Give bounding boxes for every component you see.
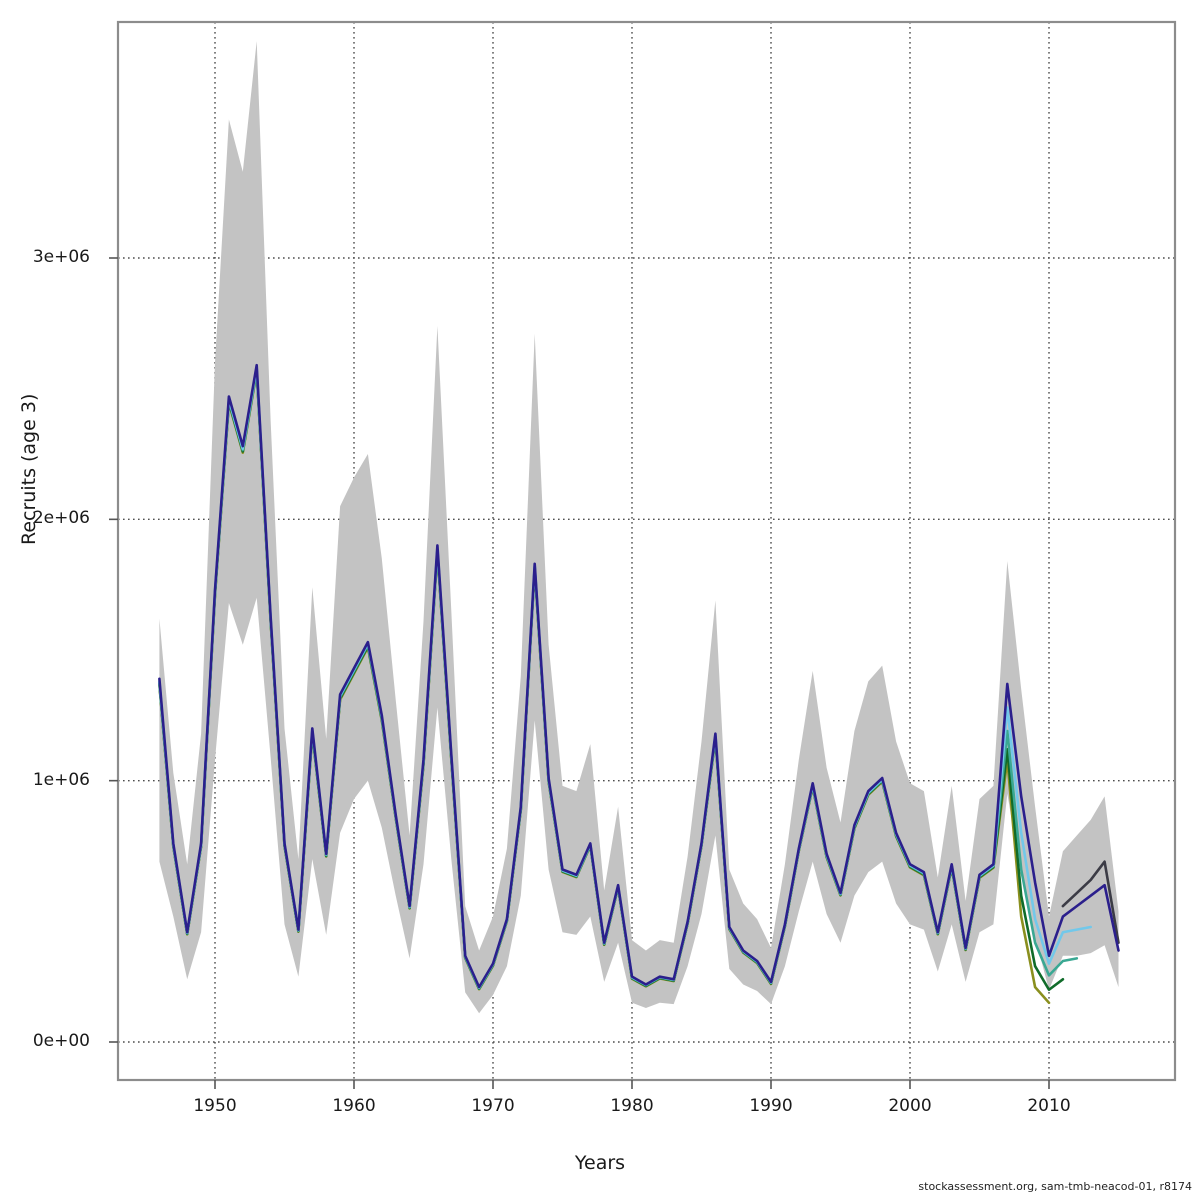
confidence-band xyxy=(159,41,1119,1014)
y-tick-label: 2e+06 xyxy=(32,508,90,529)
x-tick-label: 1950 xyxy=(193,1096,237,1116)
footer-attribution: stockassessment.org, sam-tmb-neacod-01, … xyxy=(918,1180,1192,1193)
x-tick-label: 1990 xyxy=(749,1096,793,1116)
axis-ticks xyxy=(109,257,1050,1089)
series-lines xyxy=(158,363,1120,1005)
x-axis-title: Years xyxy=(574,1152,626,1174)
x-tick-label: 2010 xyxy=(1027,1096,1071,1116)
x-tick-label: 1960 xyxy=(332,1096,376,1116)
plot-frame xyxy=(116,20,1177,1082)
series-line-current-assessment xyxy=(158,363,1120,989)
series-line-forecast-charcoal xyxy=(1061,860,1120,944)
y-tick-label: 3e+06 xyxy=(32,247,90,267)
gridlines xyxy=(118,22,1175,1080)
x-tick-label: 2000 xyxy=(888,1096,932,1116)
x-tick-label: 1970 xyxy=(471,1096,515,1116)
y-tick-label: 0e+00 xyxy=(32,1031,90,1051)
x-tick-label: 1980 xyxy=(610,1096,654,1116)
y-tick-label: 1e+06 xyxy=(32,769,90,790)
